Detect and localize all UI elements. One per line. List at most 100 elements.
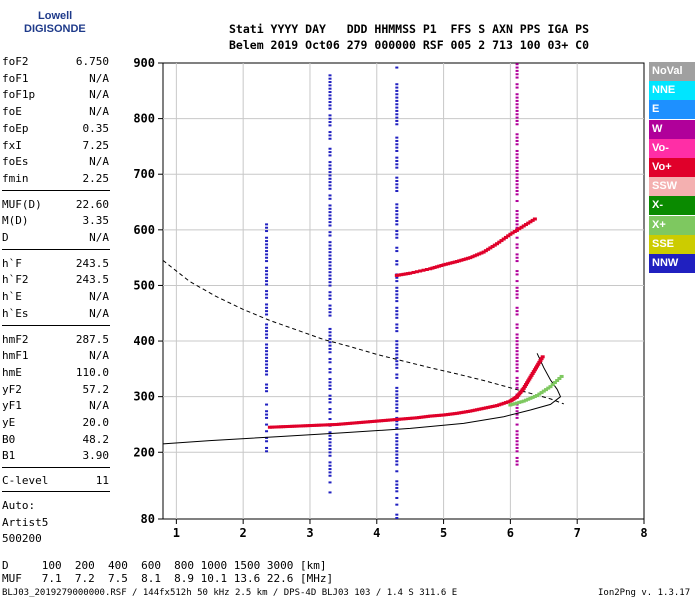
interference-mark (516, 223, 519, 225)
interference-mark (265, 333, 268, 335)
interference-mark (395, 213, 398, 215)
interference-mark (395, 504, 398, 506)
interference-mark (395, 210, 398, 212)
interference-mark (265, 253, 268, 255)
interference-mark (329, 341, 332, 343)
interference-mark (395, 260, 398, 262)
interference-mark (265, 313, 268, 315)
interference-mark (395, 437, 398, 439)
interference-mark (329, 81, 332, 83)
interference-mark (329, 84, 332, 86)
interference-mark (516, 200, 519, 202)
interference-mark (265, 330, 268, 332)
interference-mark (265, 440, 268, 442)
interference-mark (516, 457, 519, 459)
interference-mark (395, 177, 398, 179)
interference-mark (265, 390, 268, 392)
interference-mark (395, 340, 398, 342)
interference-mark (516, 354, 519, 356)
interference-mark (516, 307, 519, 309)
interference-mark (516, 367, 519, 369)
distance-row: D 100 200 400 600 800 1000 1500 3000 [km… (2, 559, 327, 572)
interference-mark (516, 293, 519, 295)
interference-mark (395, 293, 398, 295)
interference-mark (395, 277, 398, 279)
interference-mark (395, 350, 398, 352)
interference-mark (329, 338, 332, 340)
interference-mark (329, 151, 332, 153)
interference-mark (265, 297, 268, 299)
x-tick-label: 2 (240, 526, 247, 540)
interference-mark (329, 378, 332, 380)
interference-mark (395, 434, 398, 436)
interference-mark (516, 87, 519, 89)
interference-mark (395, 203, 398, 205)
interference-mark (516, 384, 519, 386)
interference-mark (395, 497, 398, 499)
interference-mark (516, 163, 519, 165)
interference-mark (516, 120, 519, 122)
interference-mark (516, 157, 519, 159)
interference-mark (265, 384, 268, 386)
interference-mark (395, 300, 398, 302)
interference-mark (329, 471, 332, 473)
interference-mark (395, 100, 398, 102)
interference-mark (516, 333, 519, 335)
interference-mark (329, 388, 332, 390)
interference-mark (395, 400, 398, 402)
interference-mark (516, 310, 519, 312)
interference-mark (395, 110, 398, 112)
interference-mark (329, 285, 332, 287)
interference-mark (329, 455, 332, 457)
interference-mark (329, 475, 332, 477)
y-tick-label: 600 (133, 223, 155, 237)
trace-mark (541, 355, 545, 358)
interference-mark (265, 387, 268, 389)
y-tick-label: 700 (133, 167, 155, 181)
interference-mark (395, 404, 398, 406)
interference-mark (516, 247, 519, 249)
interference-mark (395, 390, 398, 392)
interference-mark (329, 108, 332, 110)
interference-mark (516, 180, 519, 182)
interference-mark (516, 360, 519, 362)
interference-mark (395, 367, 398, 369)
interference-mark (265, 337, 268, 339)
interference-mark (516, 177, 519, 179)
interference-mark (395, 487, 398, 489)
interference-mark (265, 450, 268, 452)
interference-mark (395, 490, 398, 492)
interference-mark (516, 434, 519, 436)
interference-mark (516, 97, 519, 99)
interference-mark (329, 348, 332, 350)
interference-mark (395, 310, 398, 312)
interference-mark (516, 100, 519, 102)
interference-mark (516, 450, 519, 452)
interference-mark (395, 343, 398, 345)
interference-mark (395, 237, 398, 239)
interference-mark (395, 113, 398, 115)
interference-mark (395, 457, 398, 459)
interference-mark (265, 250, 268, 252)
interference-mark (395, 247, 398, 249)
interference-mark (516, 217, 519, 219)
interference-mark (329, 331, 332, 333)
interference-mark (516, 173, 519, 175)
interference-mark (395, 217, 398, 219)
interference-mark (516, 407, 519, 409)
interference-mark (329, 208, 332, 210)
interference-mark (395, 480, 398, 482)
interference-mark (329, 291, 332, 293)
interference-mark (265, 243, 268, 245)
interference-mark (395, 143, 398, 145)
interference-mark (395, 484, 398, 486)
interference-mark (516, 447, 519, 449)
interference-mark (395, 514, 398, 516)
interference-mark (395, 517, 398, 519)
interference-mark (265, 227, 268, 229)
interference-mark (265, 240, 268, 242)
interference-mark (516, 63, 519, 65)
interference-mark (329, 131, 332, 133)
interference-mark (329, 124, 332, 126)
interference-mark (516, 387, 519, 389)
